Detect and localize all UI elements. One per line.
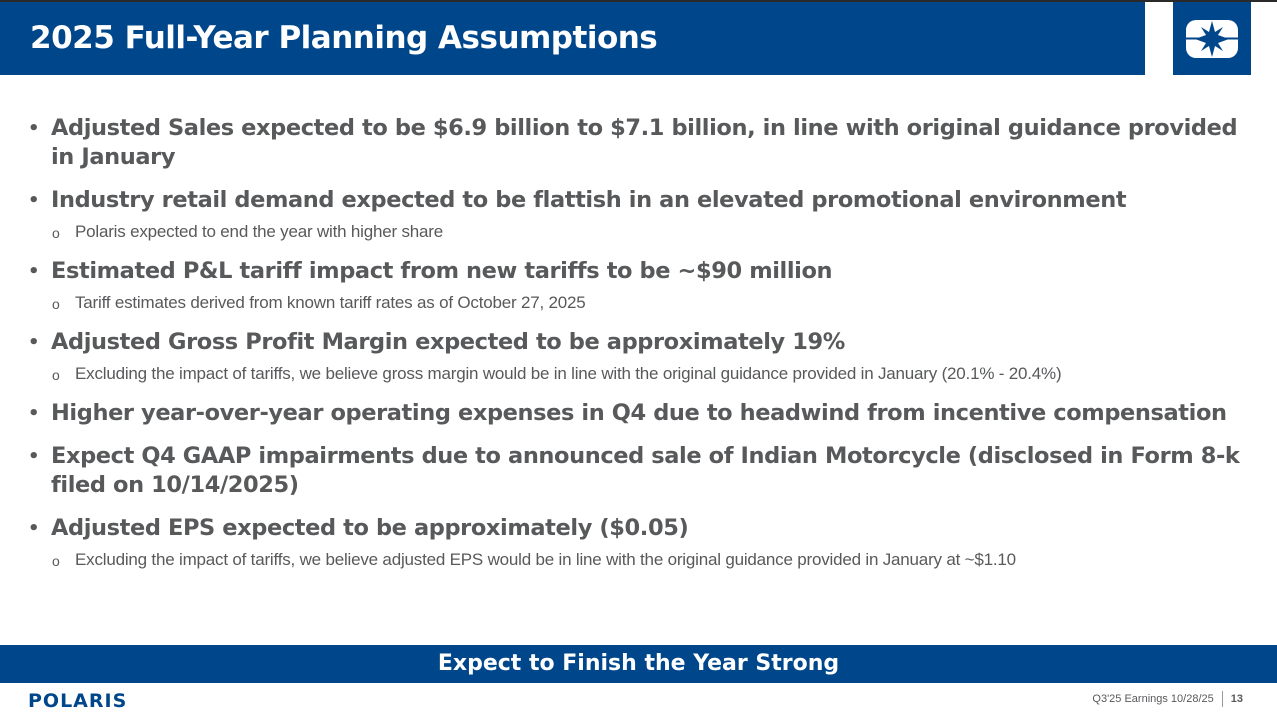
sub-bullet-item: Tariff estimates derived from known tari… xyxy=(28,292,1258,315)
bullet-item: Higher year-over-year operating expenses… xyxy=(28,399,1258,428)
bullet-item: Expect Q4 GAAP impairments due to announ… xyxy=(28,442,1258,500)
bullet-item: Adjusted Gross Profit Margin expected to… xyxy=(28,328,1258,357)
logo-box xyxy=(1173,2,1251,75)
bullet-item: Industry retail demand expected to be fl… xyxy=(28,186,1258,215)
bullet-item: Adjusted Sales expected to be $6.9 billi… xyxy=(28,114,1258,172)
polaris-wordmark: POLARIS xyxy=(28,690,128,712)
bullet-item: Estimated P&L tariff impact from new tar… xyxy=(28,257,1258,286)
footer-divider xyxy=(1221,691,1223,707)
top-border xyxy=(0,0,1277,2)
footer: Q3'25 Earnings 10/28/25 13 xyxy=(1092,691,1243,707)
bullet-item: Adjusted EPS expected to be approximatel… xyxy=(28,514,1258,543)
banner: Expect to Finish the Year Strong xyxy=(0,645,1277,683)
polaris-star-icon xyxy=(1185,19,1239,58)
sub-bullet-item: Polaris expected to end the year with hi… xyxy=(28,221,1258,244)
page-title: 2025 Full-Year Planning Assumptions xyxy=(30,20,658,56)
title-bar: 2025 Full-Year Planning Assumptions xyxy=(0,2,1145,75)
page-number: 13 xyxy=(1230,693,1243,705)
sub-bullet-item: Excluding the impact of tariffs, we beli… xyxy=(28,549,1258,572)
sub-bullet-item: Excluding the impact of tariffs, we beli… xyxy=(28,363,1258,386)
footer-caption: Q3'25 Earnings 10/28/25 xyxy=(1092,693,1214,705)
bullet-list: Adjusted Sales expected to be $6.9 billi… xyxy=(28,106,1258,572)
